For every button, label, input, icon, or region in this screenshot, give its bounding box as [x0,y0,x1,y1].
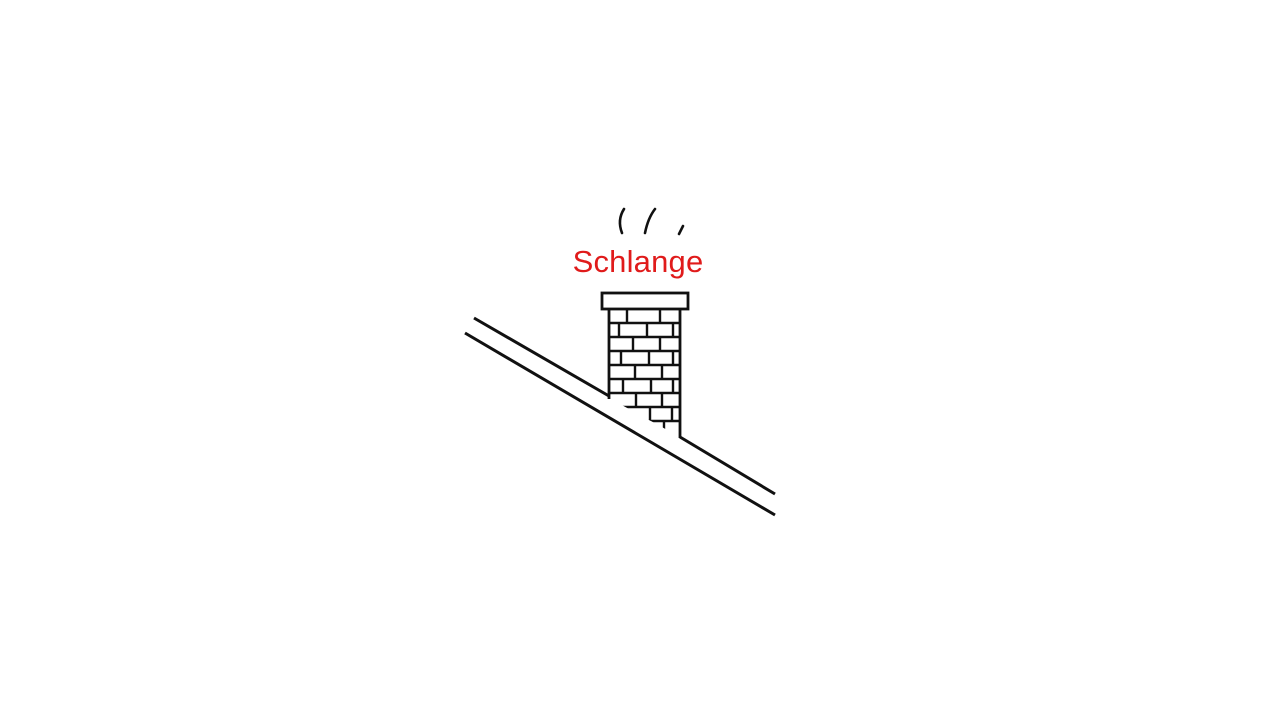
roof-line-upper-left [473,316,610,398]
roof [464,316,776,517]
smoke-wisp-middle [643,207,657,235]
chimney [600,291,690,438]
chimney-bricks [609,310,680,437]
roof-line-upper-right [679,435,776,496]
smoke-wisp-right [677,224,685,236]
diagram-label: Schlange [572,244,704,279]
smoke-wisp-left [618,207,626,235]
roof-line-lower [464,331,776,517]
chimney-cap [600,291,690,311]
smoke-icon [618,207,685,236]
